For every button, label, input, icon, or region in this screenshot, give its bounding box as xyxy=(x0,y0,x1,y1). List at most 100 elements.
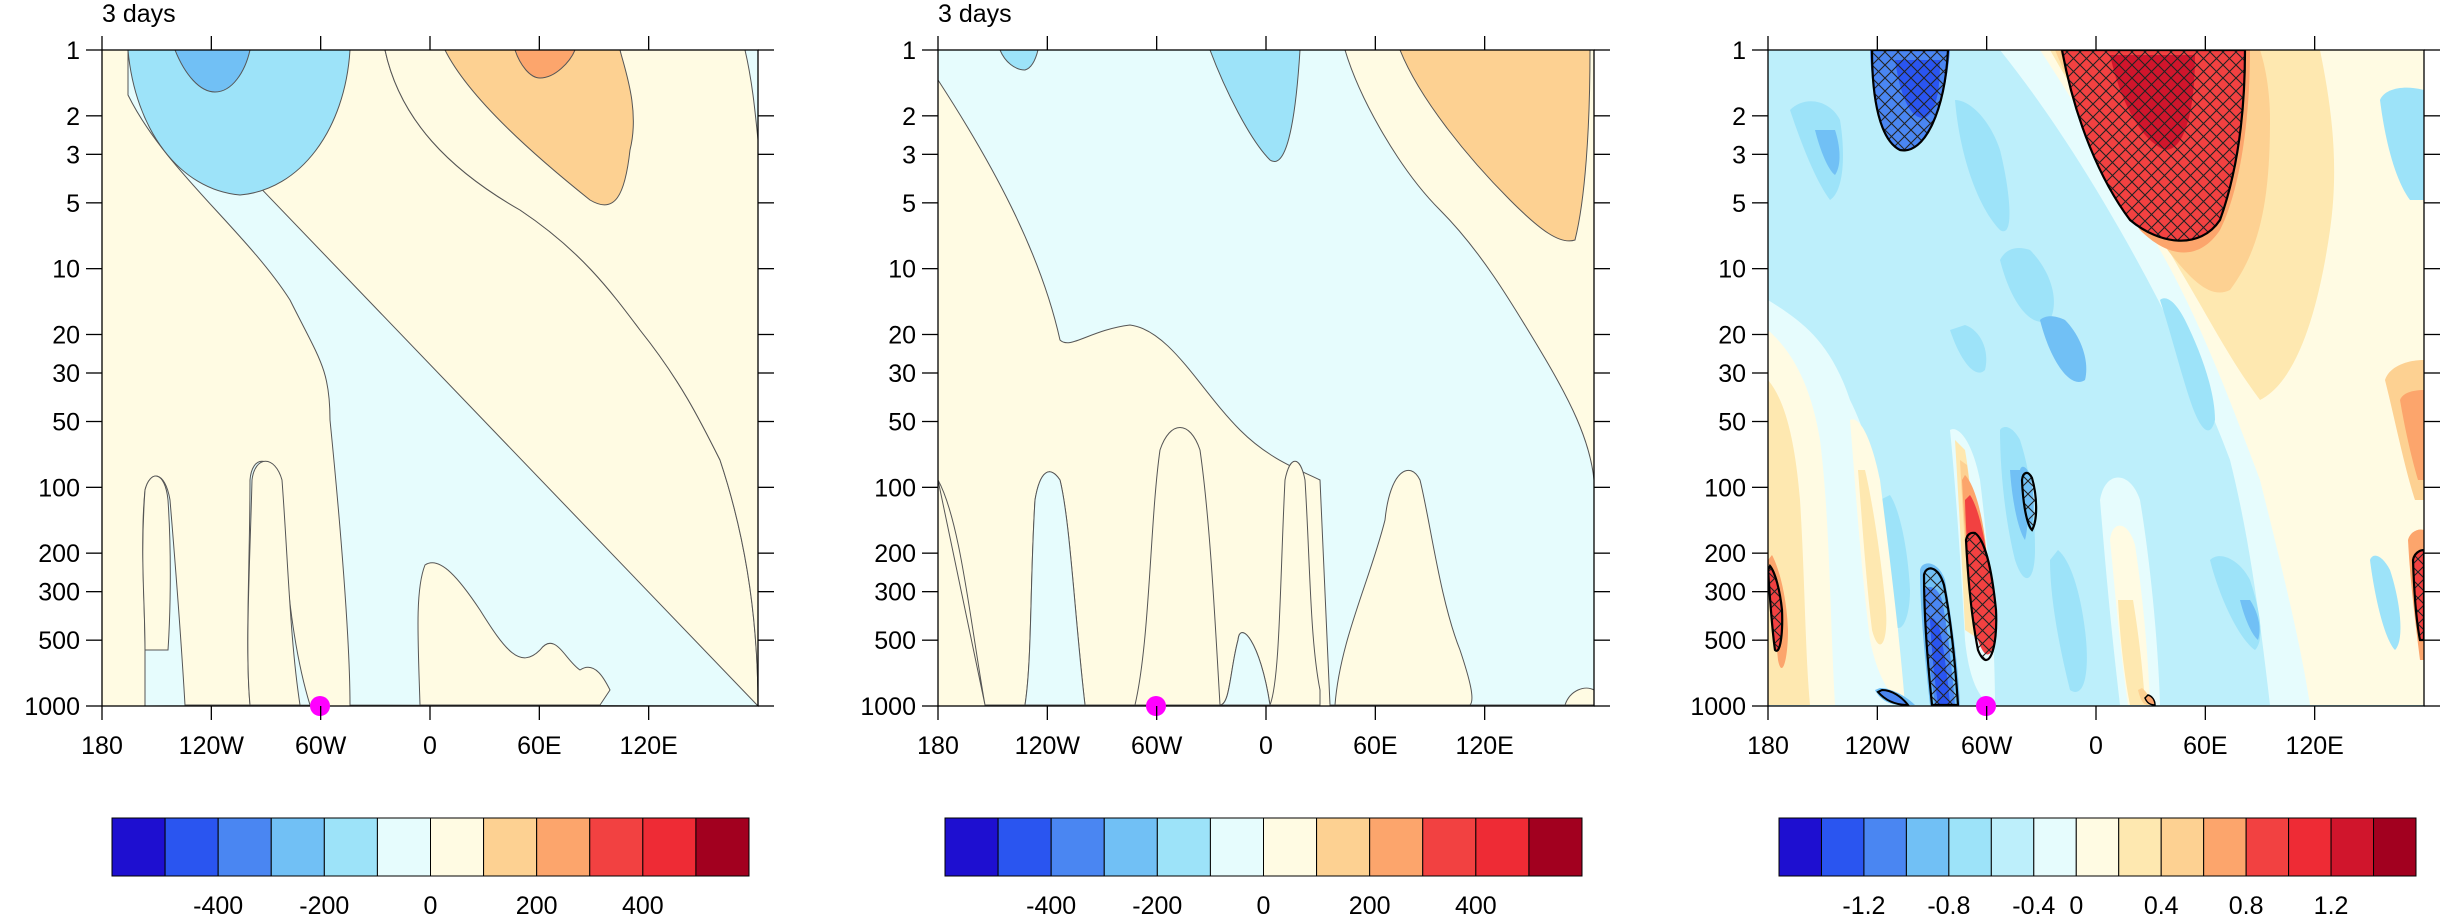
y-tick-label: 500 xyxy=(874,627,916,655)
y-tick-label: 200 xyxy=(874,540,916,568)
colorbar-tick-label: 0.4 xyxy=(2144,892,2179,917)
panel-3-y-ticks: 1 2 3 5 10 20 30 50 100 200 300 500 1000 xyxy=(1690,37,2440,721)
colorbar-tick-label: 400 xyxy=(622,892,664,917)
y-tick-label: 1000 xyxy=(1690,693,1746,721)
panel-3-marker xyxy=(1976,696,1996,716)
colorbar-swatch xyxy=(536,817,591,877)
x-tick-label: 180 xyxy=(81,732,123,760)
x-tick-label: 120E xyxy=(2285,732,2343,760)
y-tick-label: 10 xyxy=(1718,256,1746,284)
colorbar-swatch xyxy=(2160,817,2205,877)
panel-3: 1 2 3 5 10 20 30 50 100 200 300 500 1000 180 120W 60W 0… xyxy=(1690,36,2440,917)
y-tick-label: 200 xyxy=(1704,540,1746,568)
y-tick-label: 3 xyxy=(902,141,916,169)
colorbar-swatch xyxy=(1475,817,1530,877)
y-tick-label: 100 xyxy=(1704,474,1746,502)
colorbar-swatch xyxy=(2245,817,2290,877)
colorbar-swatch xyxy=(1369,817,1424,877)
panel-2-title: 3 days xyxy=(938,0,1012,28)
x-tick-label: 60E xyxy=(2183,732,2227,760)
colorbar-swatch xyxy=(1103,817,1158,877)
colorbar-tick-label: 1.2 xyxy=(2314,892,2349,917)
y-tick-label: 20 xyxy=(888,321,916,349)
y-tick-label: 1 xyxy=(902,37,916,65)
colorbar-swatch xyxy=(1905,817,1950,877)
y-tick-label: 100 xyxy=(874,474,916,502)
colorbar-tick-label: -400 xyxy=(1026,892,1076,917)
y-tick-label: 300 xyxy=(38,579,80,607)
colorbar-swatch xyxy=(1528,817,1583,877)
y-tick-label: 20 xyxy=(1718,321,1746,349)
colorbar-swatch xyxy=(944,817,999,877)
panel-2-marker xyxy=(1146,696,1166,716)
x-tick-label: 180 xyxy=(1747,732,1789,760)
colorbar-swatch xyxy=(1948,817,1992,877)
x-tick-label: 60W xyxy=(295,732,347,760)
colorbar-swatch xyxy=(1778,817,1822,877)
y-tick-label: 30 xyxy=(1718,360,1746,388)
colorbar-swatch xyxy=(430,817,485,877)
colorbar-tick-label: 200 xyxy=(516,892,558,917)
y-tick-label: 5 xyxy=(902,190,916,218)
colorbar-tick-label: 0 xyxy=(424,892,438,917)
colorbar-tick-label: 200 xyxy=(1349,892,1391,917)
y-tick-label: 300 xyxy=(1704,579,1746,607)
colorbar-swatch xyxy=(997,817,1052,877)
y-tick-label: 1 xyxy=(1732,37,1746,65)
x-tick-label: 120E xyxy=(1455,732,1513,760)
panel-1-x-ticks: 180 120W 60W 0 60E 120E xyxy=(81,36,678,760)
y-tick-label: 1000 xyxy=(24,693,80,721)
panel-1-marker xyxy=(310,696,330,716)
y-tick-label: 500 xyxy=(38,627,80,655)
panel-3-field xyxy=(1768,50,2424,706)
colorbar-tick-label: 0.8 xyxy=(2229,892,2264,917)
x-tick-label: 120W xyxy=(179,732,245,760)
x-tick-label: 0 xyxy=(2089,732,2103,760)
colorbar-tick-label: -1.2 xyxy=(1842,892,1885,917)
y-tick-label: 100 xyxy=(38,474,80,502)
y-tick-label: 1 xyxy=(66,37,80,65)
y-tick-label: 10 xyxy=(52,256,80,284)
y-tick-label: 10 xyxy=(888,256,916,284)
colorbar-swatch xyxy=(1820,817,1865,877)
panel-3-colorbar: -1.2 -0.8 -0.4 0 0.4 0.8 1.2 xyxy=(1778,817,2417,917)
x-tick-label: 60E xyxy=(517,732,561,760)
colorbar-tick-label: -0.8 xyxy=(1927,892,1970,917)
y-tick-label: 500 xyxy=(1704,627,1746,655)
colorbar-swatch xyxy=(1422,817,1477,877)
colorbar-swatch xyxy=(1990,817,2035,877)
y-tick-label: 3 xyxy=(66,141,80,169)
colorbar-swatch xyxy=(270,817,325,877)
panel-3-x-ticks: 180 120W 60W 0 60E 120E xyxy=(1747,36,2344,760)
x-tick-label: 120E xyxy=(619,732,677,760)
colorbar-tick-label: 0 xyxy=(2069,892,2083,917)
panel-2-y-ticks: 1 2 3 5 10 20 30 50 100 200 300 500 1000 xyxy=(860,37,1610,721)
colorbar-swatch xyxy=(164,817,219,877)
colorbar-swatch xyxy=(642,817,697,877)
y-tick-label: 50 xyxy=(1718,409,1746,437)
colorbar-swatch xyxy=(695,817,750,877)
panel-2-field xyxy=(938,50,1594,706)
colorbar-swatch xyxy=(2118,817,2162,877)
colorbar-swatch xyxy=(589,817,644,877)
colorbar-swatch xyxy=(1263,817,1318,877)
x-tick-label: 120W xyxy=(1845,732,1911,760)
colorbar-swatch xyxy=(2203,817,2247,877)
colorbar-swatch xyxy=(1863,817,1907,877)
colorbar-tick-label: -200 xyxy=(1132,892,1182,917)
colorbar-swatch xyxy=(217,817,272,877)
colorbar-swatch xyxy=(483,817,538,877)
x-tick-label: 60W xyxy=(1131,732,1183,760)
y-tick-label: 30 xyxy=(52,360,80,388)
panel-1-colorbar: -400 -200 0 200 400 xyxy=(111,817,750,917)
colorbar-tick-label: -0.4 xyxy=(2012,892,2055,917)
y-tick-label: 5 xyxy=(1732,190,1746,218)
panel-1-y-ticks: 1 2 3 5 10 20 30 50 100 200 300 500 1000 xyxy=(24,37,774,721)
colorbar-swatch xyxy=(1316,817,1371,877)
y-tick-label: 20 xyxy=(52,321,80,349)
colorbar-tick-label: -400 xyxy=(193,892,243,917)
y-tick-label: 2 xyxy=(1732,103,1746,131)
